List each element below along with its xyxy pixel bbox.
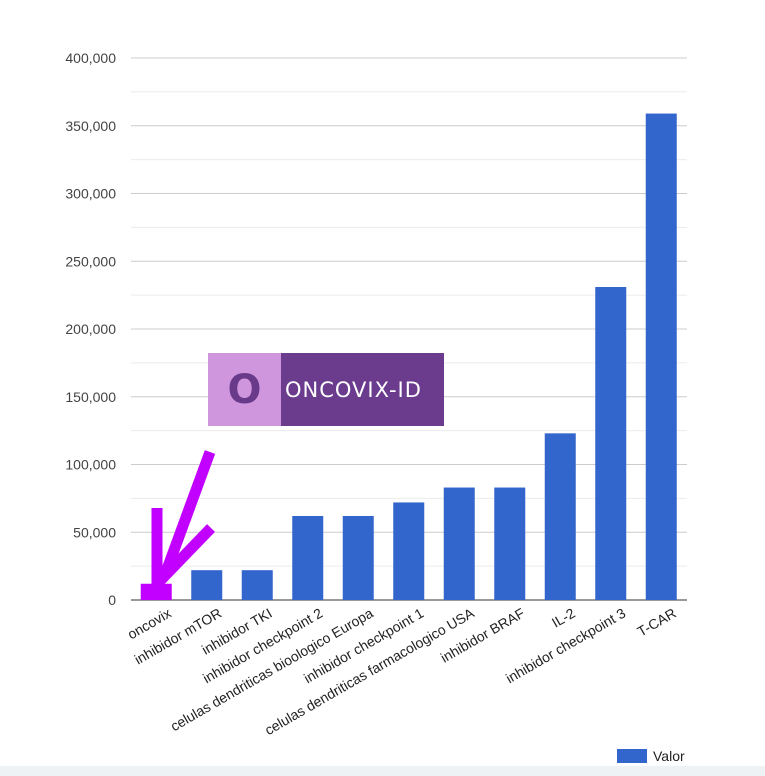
oncovix-id-logo: O ONCOVIX-ID (208, 353, 444, 426)
logo-text: ONCOVIX-ID (281, 353, 444, 426)
bar-1 (191, 570, 223, 600)
legend-swatch (617, 749, 647, 763)
y-tick-label: 200,000 (65, 321, 116, 337)
x-category-label: IL-2 (549, 605, 578, 631)
y-tick-label: 0 (108, 592, 116, 608)
y-tick-label: 300,000 (65, 186, 116, 202)
y-tick-label: 400,000 (65, 50, 116, 66)
x-category-label: inhibidor mTOR (132, 605, 225, 668)
footer-strip (0, 766, 765, 776)
arrow-head (151, 508, 215, 598)
bar-3 (292, 515, 324, 600)
x-category-label: T-CAR (634, 605, 678, 640)
bar-5 (393, 502, 425, 600)
y-tick-label: 150,000 (65, 389, 116, 405)
y-tick-label: 350,000 (65, 118, 116, 134)
y-tick-label: 50,000 (73, 524, 116, 540)
y-tick-label: 100,000 (65, 457, 116, 473)
bar-4 (342, 515, 374, 600)
arrow-shaft (160, 450, 216, 574)
logo-mark: O (208, 353, 281, 426)
bar-2 (241, 570, 273, 600)
y-tick-label: 250,000 (65, 253, 116, 269)
bar-6 (443, 487, 475, 600)
bar-7 (494, 487, 526, 600)
bar-9 (595, 286, 627, 600)
legend-label: Valor (653, 748, 685, 764)
bar-8 (544, 433, 576, 600)
bar-10 (645, 113, 677, 601)
